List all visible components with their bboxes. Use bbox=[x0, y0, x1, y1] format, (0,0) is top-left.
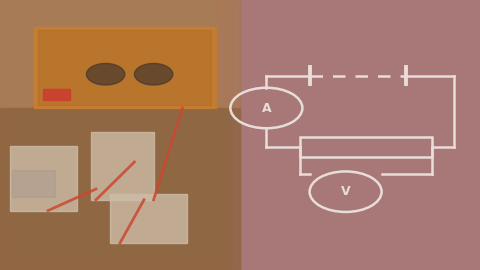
Bar bbox=[43, 89, 70, 100]
Bar bbox=[0, 0, 240, 270]
Bar bbox=[240, 0, 480, 270]
Text: V: V bbox=[341, 185, 350, 198]
Bar bbox=[219, 0, 226, 270]
Bar bbox=[0, 0, 240, 108]
Circle shape bbox=[86, 63, 125, 85]
Bar bbox=[230, 0, 238, 270]
Bar bbox=[110, 194, 187, 243]
Bar bbox=[10, 146, 77, 211]
Bar bbox=[211, 0, 218, 270]
Text: A: A bbox=[262, 102, 271, 114]
Bar bbox=[34, 27, 216, 108]
Bar bbox=[238, 0, 245, 270]
Bar bbox=[300, 137, 432, 157]
Bar bbox=[227, 0, 234, 270]
Bar bbox=[234, 0, 241, 270]
Bar bbox=[0, 108, 240, 270]
Bar bbox=[91, 132, 154, 200]
Bar bbox=[0, 0, 240, 270]
Bar bbox=[12, 170, 55, 197]
Circle shape bbox=[134, 63, 173, 85]
Bar bbox=[223, 0, 230, 270]
Bar bbox=[215, 0, 222, 270]
Bar bbox=[38, 30, 211, 105]
